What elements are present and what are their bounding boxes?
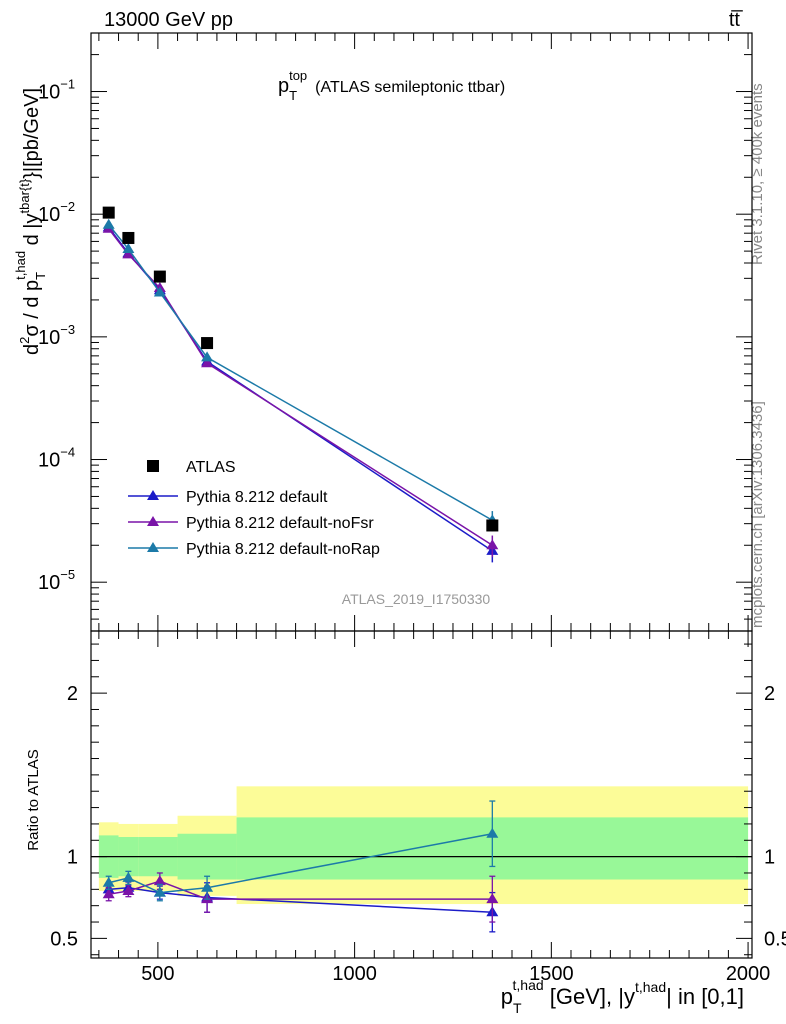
main-x-ticks <box>98 33 749 631</box>
ratio-marker-2-3 <box>201 881 214 892</box>
ratio-ytick-label-left-0: 0.5 <box>50 928 78 950</box>
legend-label-norap: Pythia 8.212 default-noRap <box>186 541 380 558</box>
legend: ATLAS Pythia 8.212 default Pythia 8.212 … <box>128 459 380 558</box>
main-ytick-label-1: 10−4 <box>38 445 75 472</box>
main-ytick-label-4: 10−1 <box>38 77 75 104</box>
ratio-xtick-label-3: 2000 <box>726 963 771 985</box>
ratio-panel: 500 1000 1500 2000 0.5 0.5 1 1 2 2 Ratio to ATLA… <box>25 630 786 1016</box>
ratio-marker-2-1 <box>122 871 135 882</box>
ratio-ylabel: Ratio to ATLAS <box>25 749 42 850</box>
legend-marker-nofsr <box>147 516 159 526</box>
rivet-label: Rivet 3.1.10, ≥ 400k events <box>749 83 766 265</box>
ratio-frame <box>90 630 753 959</box>
atlas-data-point-4 <box>486 519 499 532</box>
ratio-y-ticks: 0.5 0.5 1 1 2 2 <box>50 643 786 956</box>
ratio-ytick-label-left-1: 1 <box>67 847 78 869</box>
ratio-ytick-label-left-2: 2 <box>67 683 78 705</box>
main-series-marker-1-3 <box>201 357 214 368</box>
main-content <box>102 206 499 563</box>
main-series-marker-1-1 <box>122 248 135 259</box>
legend-label-atlas: ATLAS <box>186 459 236 476</box>
mcplots-label: mcplots.cern.ch [arXiv:1306.3436] <box>749 401 766 628</box>
ratio-ytick-label-right-0: 0.5 <box>764 928 786 950</box>
legend-marker-atlas <box>147 460 159 472</box>
ratio-marker-2-0 <box>102 876 115 887</box>
ratio-bands <box>91 786 752 905</box>
ratio-xtick-label-1: 1000 <box>332 963 377 985</box>
main-series-line-2 <box>108 224 493 521</box>
ratio-x-ticks: 500 1000 1500 2000 <box>98 631 771 985</box>
legend-marker-norap <box>147 542 159 552</box>
ratio-marker-1-0 <box>102 888 115 899</box>
main-y-ticks: 10−5 10−4 10−3 10−2 10−1 <box>38 54 752 632</box>
atlas-data-point-0 <box>102 206 115 219</box>
main-ytick-label-2: 10−3 <box>38 322 75 349</box>
legend-marker-default <box>147 490 159 500</box>
atlas-data-point-1 <box>122 231 135 244</box>
chart-title: pTtop(ATLAS semileptonic ttbar) <box>278 68 505 103</box>
header-left-label: 13000 GeV pp <box>104 9 233 31</box>
atlas-data-point-3 <box>201 337 214 350</box>
main-series-marker-2-0 <box>102 218 115 229</box>
atlas-data-point-2 <box>153 270 166 283</box>
ratio-ytick-label-right-1: 1 <box>764 847 775 869</box>
ratio-marker-1-1 <box>122 884 135 895</box>
ratio-xlabel: pTt,had [GeV], |yt,had| in [0,1] <box>501 977 744 1016</box>
main-series-marker-1-4 <box>486 539 499 550</box>
main-ytick-label-0: 10−5 <box>38 567 75 594</box>
ratio-content <box>102 800 499 933</box>
main-panel: 10−5 10−4 10−3 10−2 10−1 pTtop(ATLAS semilep… <box>13 32 753 632</box>
legend-label-default: Pythia 8.212 default <box>186 489 328 506</box>
ratio-marker-2-2 <box>153 886 166 897</box>
ratio-marker-1-4 <box>486 893 499 904</box>
ratio-xtick-label-0: 500 <box>141 963 174 985</box>
main-series-marker-2-2 <box>153 286 166 297</box>
header-right-label: tt̅ <box>729 9 743 31</box>
legend-label-nofsr: Pythia 8.212 default-noFsr <box>186 515 374 532</box>
main-ytick-label-3: 10−2 <box>38 199 75 226</box>
ratio-marker-1-2 <box>153 875 166 886</box>
ratio-marker-2-4 <box>486 827 499 838</box>
analysis-watermark: ATLAS_2019_I1750330 <box>342 591 491 607</box>
ratio-ytick-label-right-2: 2 <box>764 683 775 705</box>
main-series-marker-2-3 <box>201 351 214 362</box>
main-ylabel: d2σ / d pTt,had d |ytbar{t}}|[pb/GeV] <box>13 88 48 355</box>
ratio-xtick-label-2: 1500 <box>529 963 574 985</box>
main-series-marker-2-1 <box>122 243 135 254</box>
